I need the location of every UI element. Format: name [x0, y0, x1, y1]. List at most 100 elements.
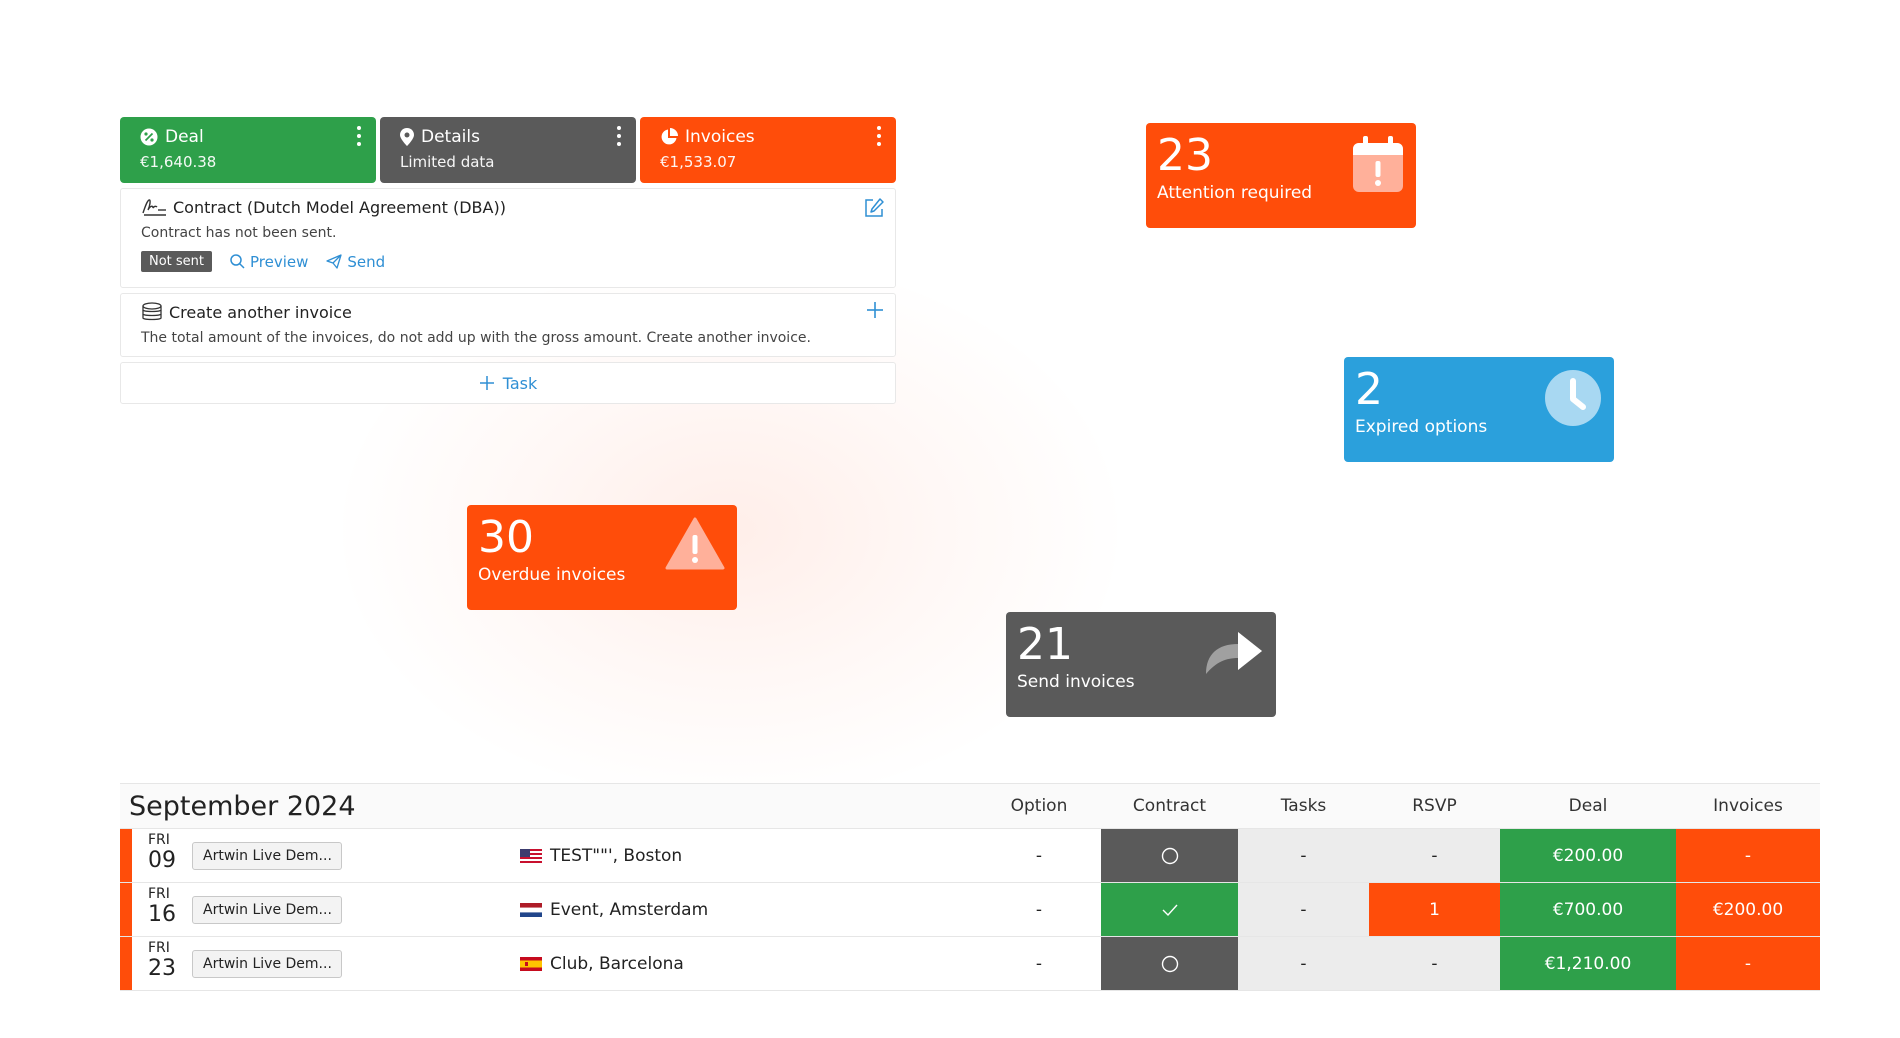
invoices-cell[interactable]: -: [1676, 829, 1820, 882]
plus-icon: [479, 376, 494, 390]
rsvp-cell[interactable]: -: [1369, 829, 1500, 882]
preview-label: Preview: [250, 252, 309, 271]
column-header-option: Option: [1010, 796, 1068, 816]
pie-chart-icon: [661, 128, 678, 145]
events-table: September 2024 Option Contract Tasks RSV…: [120, 783, 1820, 991]
map-pin-icon: [400, 128, 414, 146]
tab-deal[interactable]: Deal €1,640.38: [120, 117, 376, 183]
tasks-cell[interactable]: -: [1238, 883, 1369, 936]
row-status-bar: [120, 883, 132, 936]
contract-cell[interactable]: [1101, 937, 1238, 990]
clock-icon: [1545, 370, 1601, 426]
overdue-invoices-label: Overdue invoices: [478, 565, 626, 585]
search-icon: [230, 254, 245, 269]
tasks-cell[interactable]: -: [1238, 937, 1369, 990]
send-invoices-tile[interactable]: 21 Send invoices: [1006, 612, 1276, 717]
row-day: 09: [148, 848, 176, 873]
contract-description: Contract has not been sent.: [141, 225, 337, 241]
table-row[interactable]: FRI 23 Artwin Live Dem... Club, Barcelon…: [120, 937, 1820, 991]
circle-icon: [1161, 955, 1178, 972]
circle-icon: [1161, 847, 1178, 864]
warning-triangle-icon: [665, 517, 725, 570]
attention-required-tile[interactable]: 23 Attention required: [1146, 123, 1416, 228]
tab-invoices-title: Invoices: [685, 127, 755, 147]
edit-contract-button[interactable]: [863, 197, 885, 223]
expired-options-tile[interactable]: 2 Expired options: [1344, 357, 1614, 462]
expired-options-count: 2: [1355, 364, 1383, 415]
tab-deal-title: Deal: [165, 127, 204, 147]
table-row[interactable]: FRI 09 Artwin Live Dem... TEST""', Bosto…: [120, 829, 1820, 883]
kebab-menu-icon[interactable]: [612, 124, 626, 148]
venue-name: TEST""', Boston: [550, 845, 683, 866]
row-date: FRI 16: [132, 883, 192, 936]
table-header: September 2024 Option Contract Tasks RSV…: [120, 783, 1820, 829]
expired-options-label: Expired options: [1355, 417, 1488, 437]
invoices-cell[interactable]: €200.00: [1676, 883, 1820, 936]
row-weekday: FRI: [148, 832, 170, 848]
tab-details-title: Details: [421, 127, 480, 147]
artist-button[interactable]: Artwin Live Dem...: [192, 841, 342, 870]
venue-name: Event, Amsterdam: [550, 899, 709, 920]
tab-deal-amount: €1,640.38: [140, 153, 217, 171]
signature-icon: [142, 199, 166, 216]
add-invoice-button[interactable]: [865, 300, 885, 324]
rsvp-cell[interactable]: 1: [1369, 883, 1500, 936]
contract-status-badge: Not sent: [141, 251, 213, 272]
row-venue: TEST""', Boston: [520, 829, 977, 882]
rsvp-cell[interactable]: -: [1369, 937, 1500, 990]
column-header-contract: Contract: [1132, 796, 1207, 816]
tasks-cell[interactable]: -: [1238, 829, 1369, 882]
row-status-bar: [120, 937, 132, 990]
row-status-bar: [120, 829, 132, 882]
column-header-tasks: Tasks: [1280, 796, 1327, 816]
column-header-deal: Deal: [1568, 796, 1608, 816]
tab-invoices[interactable]: Invoices €1,533.07: [640, 117, 896, 183]
deal-cell[interactable]: €200.00: [1500, 829, 1676, 882]
add-task-label: Task: [502, 373, 538, 393]
artist-button[interactable]: Artwin Live Dem...: [192, 949, 342, 978]
artist-button[interactable]: Artwin Live Dem...: [192, 895, 342, 924]
share-arrow-icon: [1206, 632, 1262, 674]
preview-link[interactable]: Preview: [230, 253, 308, 271]
deal-tabs: Deal €1,640.38 Details Limited data: [120, 117, 896, 183]
nl-flag-icon: [520, 902, 542, 917]
option-cell: -: [1035, 845, 1043, 866]
contract-cell[interactable]: [1101, 829, 1238, 882]
column-header-invoices: Invoices: [1713, 796, 1783, 816]
row-venue: Club, Barcelona: [520, 937, 977, 990]
contract-card: Contract (Dutch Model Agreement (DBA)) C…: [120, 188, 896, 288]
attention-required-count: 23: [1157, 130, 1213, 181]
overdue-invoices-tile[interactable]: 30 Overdue invoices: [467, 505, 737, 610]
deal-cell[interactable]: €1,210.00: [1500, 937, 1676, 990]
row-venue: Event, Amsterdam: [520, 883, 977, 936]
plus-icon: [867, 302, 883, 318]
overdue-invoices-count: 30: [478, 512, 534, 563]
deal-cell[interactable]: €700.00: [1500, 883, 1676, 936]
venue-name: Club, Barcelona: [550, 953, 684, 974]
row-weekday: FRI: [148, 886, 170, 902]
kebab-menu-icon[interactable]: [872, 124, 886, 148]
edit-icon: [865, 198, 884, 217]
send-link[interactable]: Send: [326, 253, 385, 271]
attention-required-label: Attention required: [1157, 183, 1313, 203]
row-day: 23: [148, 956, 176, 981]
contract-cell[interactable]: [1101, 883, 1238, 936]
tab-details[interactable]: Details Limited data: [380, 117, 636, 183]
send-label: Send: [347, 252, 386, 271]
tab-invoices-amount: €1,533.07: [660, 153, 737, 171]
add-task-button[interactable]: Task: [120, 362, 896, 404]
create-invoice-card: Create another invoice The total amount …: [120, 293, 896, 357]
coins-icon: [142, 302, 162, 321]
row-weekday: FRI: [148, 940, 170, 956]
invoices-cell[interactable]: -: [1676, 937, 1820, 990]
row-date: FRI 23: [132, 937, 192, 990]
kebab-menu-icon[interactable]: [352, 124, 366, 148]
row-day: 16: [148, 902, 176, 927]
es-flag-icon: [520, 956, 542, 971]
send-invoices-count: 21: [1017, 619, 1073, 670]
deal-panel: Deal €1,640.38 Details Limited data: [120, 117, 896, 404]
tab-details-subtitle: Limited data: [400, 153, 495, 171]
column-header-rsvp: RSVP: [1412, 796, 1457, 816]
send-invoices-label: Send invoices: [1017, 672, 1135, 692]
table-row[interactable]: FRI 16 Artwin Live Dem... Event, Amsterd…: [120, 883, 1820, 937]
